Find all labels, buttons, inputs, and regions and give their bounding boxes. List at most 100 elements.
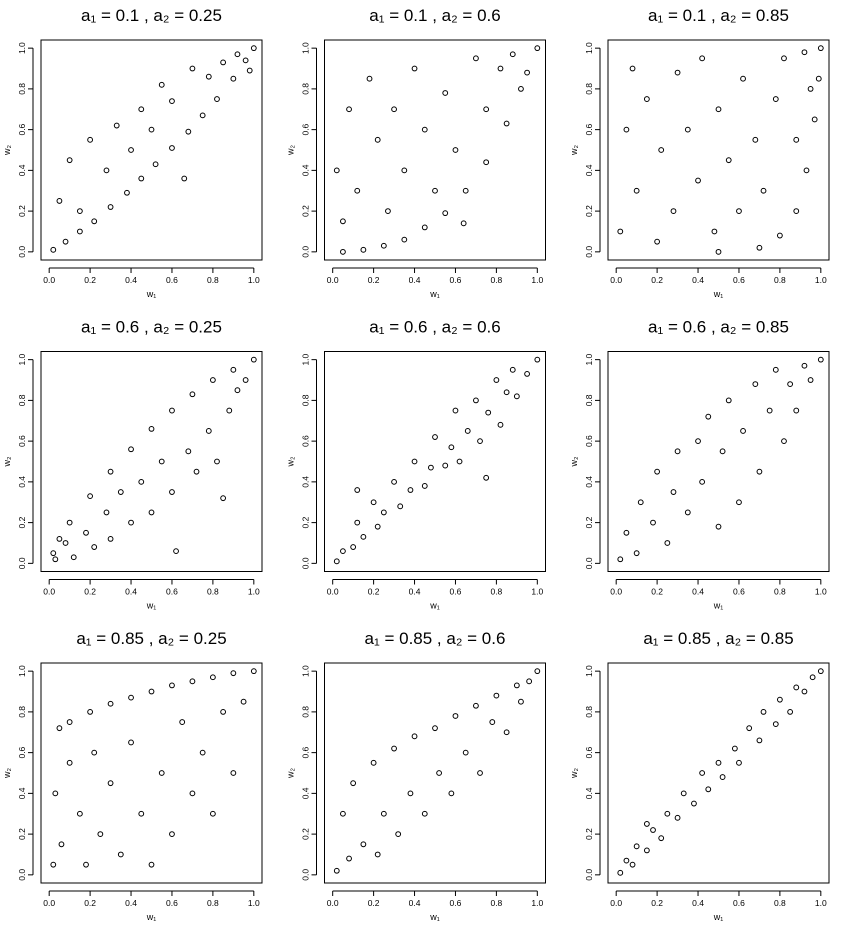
y-tick-label: 0.2 [301,828,311,840]
point [169,489,175,495]
plot-frame [324,662,546,884]
x-tick-label: 0.8 [490,275,502,285]
point [462,187,469,194]
y-tick-label: 0.8 [17,394,27,406]
point [76,208,83,215]
y-axis-label: w₂ [2,145,12,156]
point [752,136,759,143]
point [360,533,367,540]
point [199,749,206,756]
point [633,843,640,850]
point [220,495,227,502]
y-tick-label: 0.8 [584,83,594,95]
point [340,810,346,817]
point [83,861,89,868]
y-axis-label: w₂ [286,145,296,156]
point [715,759,722,766]
y-tick-label: 0.8 [17,706,27,718]
x-tick-label: 1.0 [815,898,827,908]
point [756,737,763,744]
point [148,688,155,695]
point [518,85,524,92]
point [62,238,69,245]
point [230,366,237,373]
y-tick-label: 0.6 [584,123,594,135]
point [719,448,726,455]
x-tick-label: 0.2 [368,275,380,285]
x-tick-label: 0.4 [125,898,137,908]
y-tick-label: 0.8 [17,83,27,95]
x-tick-label: 0.6 [450,587,462,597]
x-tick-label: 0.6 [450,275,462,285]
x-tick-label: 0.4 [409,587,421,597]
point [181,175,188,182]
point [509,51,516,58]
x-tick-label: 0.2 [651,898,663,908]
y-tick-label: 0.4 [584,164,594,176]
x-tick-label: 1.0 [248,587,260,597]
y-tick-label: 0.8 [584,394,594,406]
point [240,698,247,705]
y-tick-label: 0.0 [301,246,311,258]
point [411,458,418,465]
y-tick-label: 1.0 [301,665,311,677]
point [158,770,165,776]
point [411,65,418,72]
y-axis-label: w₂ [286,456,296,467]
point [179,719,186,725]
point [534,45,541,52]
point [391,106,397,113]
point [103,509,110,516]
point [374,136,381,143]
panel-title: a₁ = 0.85 , a₂ = 0.25 [76,629,226,648]
point [246,67,253,74]
point [483,474,490,481]
point [776,696,783,703]
point [650,519,656,526]
x-tick-label: 0.6 [733,275,745,285]
point [485,409,492,416]
point [629,65,636,72]
x-tick-label: 0.0 [610,587,622,597]
point [401,167,408,174]
point [725,397,732,404]
point [391,478,397,485]
point [524,69,530,76]
point [772,366,779,373]
point [360,246,367,253]
x-tick-label: 0.2 [84,898,96,908]
point [250,356,257,363]
x-tick-label: 1.0 [815,587,827,597]
point [421,810,428,817]
point [725,157,732,164]
point [107,700,114,707]
point [503,389,510,396]
x-tick-label: 0.4 [125,587,137,597]
point [462,749,469,756]
point [711,228,718,235]
point [793,136,800,143]
x-axis-label: w₁ [713,601,724,611]
y-tick-label: 1.0 [584,665,594,677]
x-tick-label: 0.6 [733,898,745,908]
point [52,556,59,563]
point [524,371,530,377]
point [421,224,428,231]
y-tick-label: 0.0 [301,557,311,569]
point [699,55,706,62]
y-tick-label: 0.6 [301,435,311,447]
x-tick-label: 0.8 [774,587,786,597]
point [56,198,63,204]
point [242,57,249,64]
point [670,489,677,495]
y-axis-label: w₂ [286,768,296,779]
point [70,554,77,561]
y-tick-label: 0.6 [17,746,27,758]
point [695,177,701,184]
point [128,739,134,746]
point [670,208,677,215]
point [250,668,257,675]
y-tick-label: 0.8 [301,706,311,718]
point [380,810,387,817]
point [76,810,83,817]
